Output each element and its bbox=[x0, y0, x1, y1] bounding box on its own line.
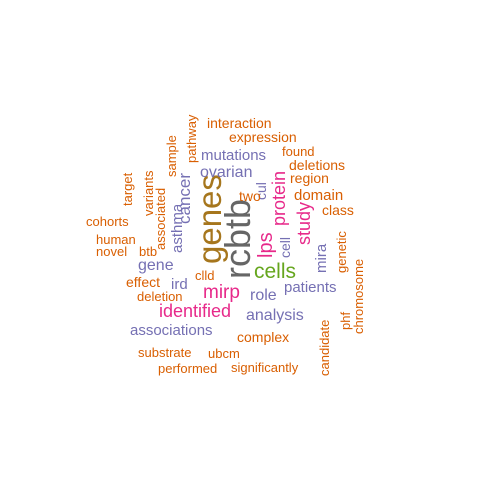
word-region: region bbox=[290, 170, 329, 186]
word-cul: cul bbox=[253, 182, 269, 200]
word-mutations: mutations bbox=[201, 147, 266, 164]
word-deletion: deletion bbox=[137, 289, 183, 304]
word-associated: associated bbox=[153, 188, 168, 250]
word-cell: cell bbox=[277, 237, 293, 258]
word-phf: phf bbox=[338, 312, 353, 330]
word-class: class bbox=[322, 202, 354, 218]
word-candidate: candidate bbox=[317, 320, 332, 376]
word-associations: associations bbox=[130, 322, 213, 339]
word-genetic: genetic bbox=[334, 231, 349, 273]
word-substrate: substrate bbox=[138, 345, 191, 360]
word-target: target bbox=[120, 172, 135, 206]
word-chromosome: chromosome bbox=[351, 259, 366, 334]
word-deletions: deletions bbox=[289, 157, 345, 173]
word-btb: btb bbox=[139, 244, 157, 259]
word-study: study bbox=[294, 202, 314, 245]
word-found: found bbox=[282, 144, 315, 159]
word-expression: expression bbox=[229, 129, 297, 145]
word-asthma: asthma bbox=[169, 203, 186, 253]
word-significantly: significantly bbox=[231, 360, 299, 375]
word-interaction: interaction bbox=[207, 115, 272, 131]
word-gene: gene bbox=[138, 257, 174, 274]
word-genes: genes bbox=[191, 174, 228, 264]
word-cohorts: cohorts bbox=[86, 214, 129, 229]
word-ubcm: ubcm bbox=[208, 346, 240, 361]
word-identified: identified bbox=[159, 301, 231, 321]
word-cells: cells bbox=[254, 260, 296, 283]
word-sample: sample bbox=[164, 135, 179, 177]
word-lps: lps bbox=[255, 232, 277, 258]
word-analysis: analysis bbox=[246, 307, 304, 324]
word-human: human bbox=[96, 232, 136, 247]
word-effect: effect bbox=[126, 274, 160, 290]
word-novel: novel bbox=[96, 244, 127, 259]
word-performed: performed bbox=[158, 361, 217, 376]
word-clld: clld bbox=[195, 268, 215, 283]
word-mirp: mirp bbox=[203, 282, 240, 303]
word-domain: domain bbox=[294, 187, 343, 204]
word-two: two bbox=[239, 188, 261, 204]
word-mira: mira bbox=[313, 243, 330, 273]
word-protein: protein bbox=[269, 171, 289, 226]
word-ovarian: ovarian bbox=[200, 164, 252, 181]
word-patients: patients bbox=[284, 279, 337, 296]
word-role: role bbox=[250, 287, 277, 304]
word-variants: variants bbox=[141, 170, 156, 216]
word-rcbtb: rcbtb bbox=[217, 199, 258, 279]
word-pathway: pathway bbox=[184, 114, 199, 163]
word-complex: complex bbox=[237, 329, 289, 345]
word-ird: ird bbox=[171, 276, 188, 293]
word-cancer: cancer bbox=[175, 173, 194, 224]
